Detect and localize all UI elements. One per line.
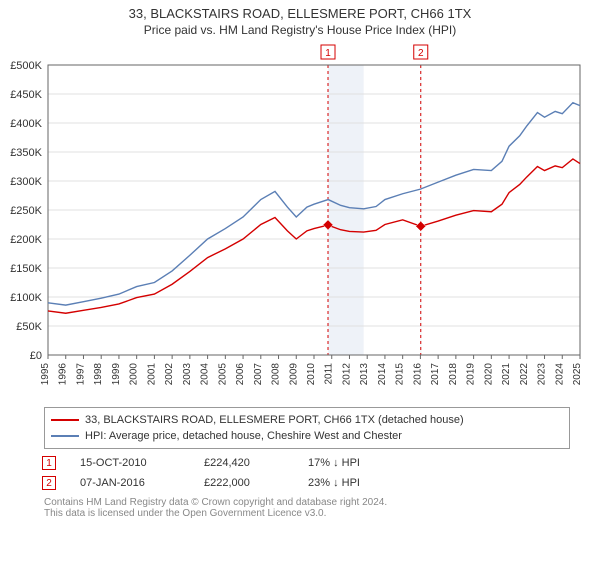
x-tick-label: 2013: [359, 363, 370, 386]
y-tick-label: £300K: [10, 176, 42, 188]
x-tick-label: 2019: [466, 363, 477, 386]
sale-marker-icon: 2: [42, 476, 56, 490]
legend-label: 33, BLACKSTAIRS ROAD, ELLESMERE PORT, CH…: [85, 414, 464, 426]
legend-swatch: [51, 435, 79, 437]
x-tick-label: 2016: [412, 363, 423, 386]
x-tick-label: 2000: [129, 363, 140, 386]
legend-item: HPI: Average price, detached house, Ches…: [51, 428, 563, 444]
chart-title: 33, BLACKSTAIRS ROAD, ELLESMERE PORT, CH…: [0, 6, 600, 21]
footer-line-1: Contains HM Land Registry data © Crown c…: [44, 497, 570, 508]
x-tick-label: 2010: [306, 363, 317, 386]
x-tick-label: 2001: [146, 363, 157, 386]
x-tick-label: 2020: [483, 363, 494, 386]
sale-price: £224,420: [204, 457, 284, 469]
x-tick-label: 2025: [572, 363, 583, 386]
chart-plot-area: £0£50K£100K£150K£200K£250K£300K£350K£400…: [44, 41, 586, 401]
x-tick-label: 2007: [253, 363, 264, 386]
line-chart-svg: £0£50K£100K£150K£200K£250K£300K£350K£400…: [44, 41, 584, 401]
x-tick-label: 2002: [164, 363, 175, 386]
y-tick-label: £50K: [16, 321, 42, 333]
svg-text:2: 2: [418, 48, 424, 59]
y-tick-label: £400K: [10, 118, 42, 130]
x-tick-label: 2011: [324, 363, 335, 385]
legend-swatch: [51, 419, 79, 421]
sale-row: 2 07-JAN-2016 £222,000 23% ↓ HPI: [42, 473, 570, 493]
x-tick-label: 2024: [554, 363, 565, 386]
sale-delta: 23% ↓ HPI: [308, 477, 360, 489]
x-tick-label: 2006: [235, 363, 246, 386]
x-tick-label: 2012: [341, 363, 352, 386]
sales-table: 1 15-OCT-2010 £224,420 17% ↓ HPI 2 07-JAN-201…: [42, 453, 570, 493]
x-tick-label: 1998: [93, 363, 104, 386]
x-tick-label: 2022: [519, 363, 530, 386]
x-tick-label: 2021: [501, 363, 512, 386]
sale-marker-icon: 1: [42, 456, 56, 470]
y-tick-label: £350K: [10, 147, 42, 159]
x-tick-label: 2015: [395, 363, 406, 386]
sale-date: 15-OCT-2010: [80, 457, 180, 469]
x-tick-label: 2009: [288, 363, 299, 386]
x-tick-label: 2017: [430, 363, 441, 386]
chart-subtitle: Price paid vs. HM Land Registry's House …: [0, 23, 600, 37]
x-tick-label: 1999: [111, 363, 122, 386]
footer-line-2: This data is licensed under the Open Gov…: [44, 508, 570, 519]
svg-text:1: 1: [325, 48, 331, 59]
legend-label: HPI: Average price, detached house, Ches…: [85, 430, 402, 442]
x-tick-label: 1996: [58, 363, 69, 386]
x-tick-label: 2005: [217, 363, 228, 386]
x-tick-label: 2023: [537, 363, 548, 386]
chart-marker-2: 2: [414, 45, 428, 59]
y-tick-label: £200K: [10, 234, 42, 246]
chart-marker-1: 1: [321, 45, 335, 59]
sale-date: 07-JAN-2016: [80, 477, 180, 489]
y-tick-label: £500K: [10, 60, 42, 72]
x-tick-label: 2018: [448, 363, 459, 386]
y-tick-label: £100K: [10, 292, 42, 304]
x-tick-label: 2014: [377, 363, 388, 386]
sale-price: £222,000: [204, 477, 284, 489]
legend-item: 33, BLACKSTAIRS ROAD, ELLESMERE PORT, CH…: [51, 412, 563, 428]
y-tick-label: £250K: [10, 205, 42, 217]
x-tick-label: 1997: [75, 363, 86, 386]
x-tick-label: 2004: [200, 363, 211, 386]
y-tick-label: £450K: [10, 89, 42, 101]
x-tick-label: 1995: [40, 363, 51, 386]
y-tick-label: £0: [30, 350, 42, 362]
sale-delta: 17% ↓ HPI: [308, 457, 360, 469]
legend-box: 33, BLACKSTAIRS ROAD, ELLESMERE PORT, CH…: [44, 407, 570, 449]
x-tick-label: 2003: [182, 363, 193, 386]
x-tick-label: 2008: [271, 363, 282, 386]
sale-row: 1 15-OCT-2010 £224,420 17% ↓ HPI: [42, 453, 570, 473]
y-tick-label: £150K: [10, 263, 42, 275]
chart-container: 33, BLACKSTAIRS ROAD, ELLESMERE PORT, CH…: [0, 6, 600, 566]
footer-attribution: Contains HM Land Registry data © Crown c…: [44, 497, 570, 519]
